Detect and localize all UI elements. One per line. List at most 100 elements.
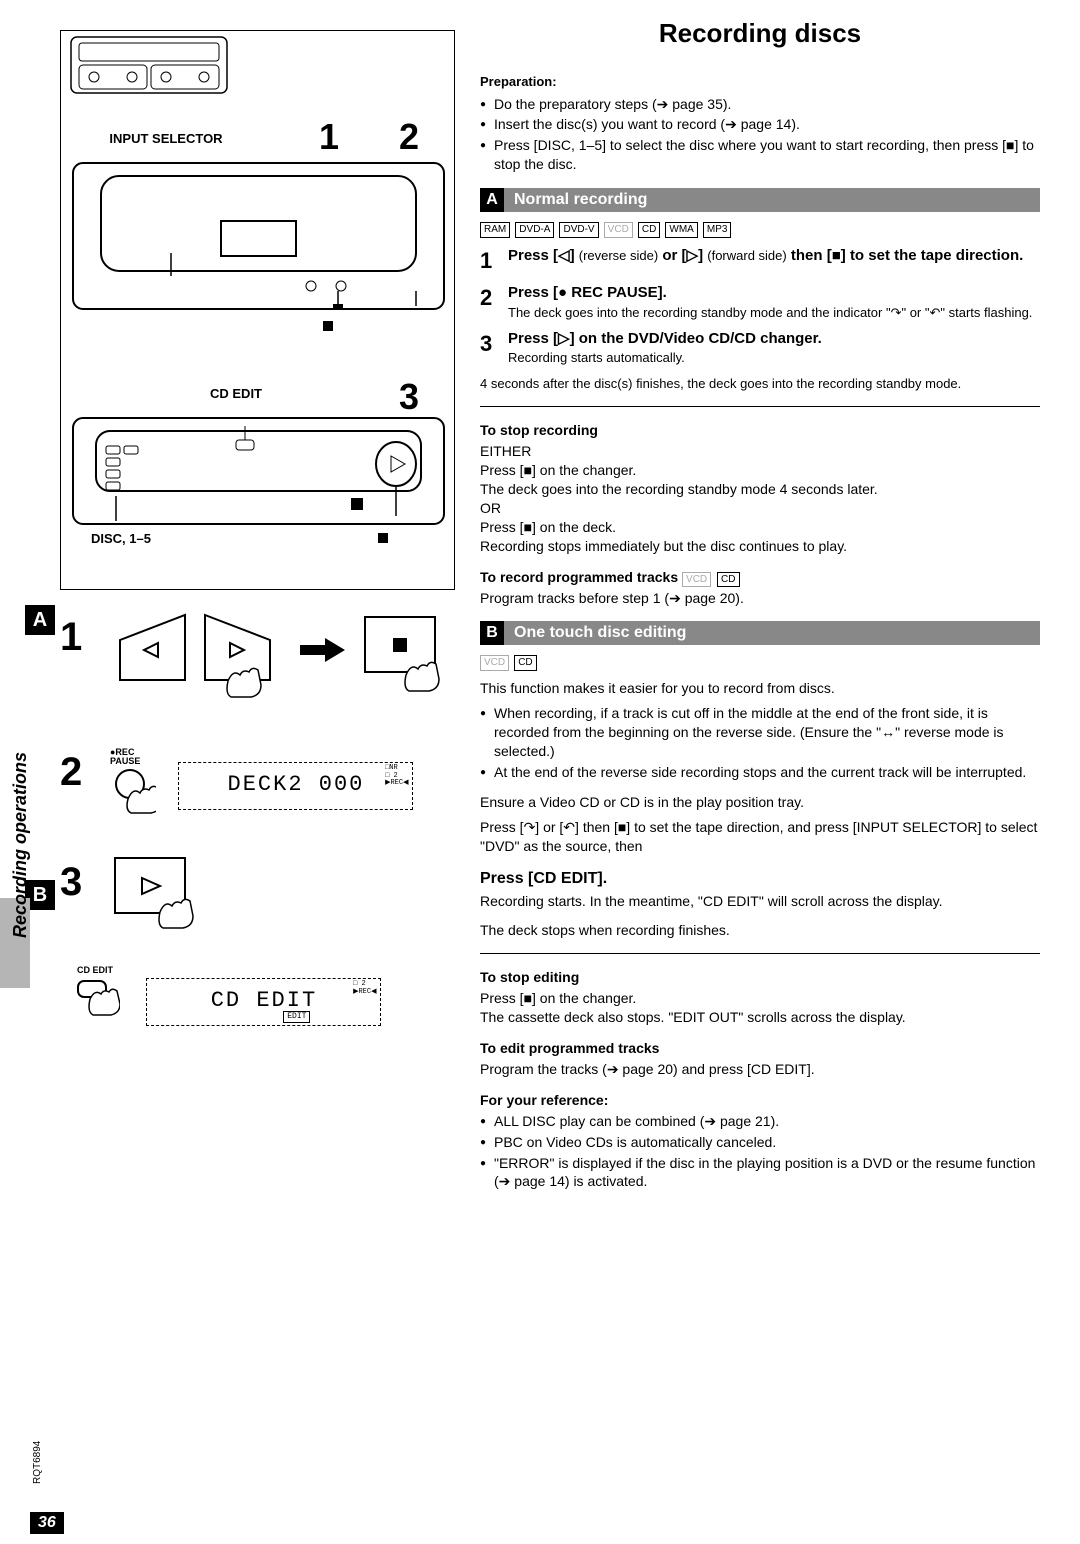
cd-edit-btn-label: CD EDIT — [70, 965, 120, 975]
b-bullet-list: When recording, if a track is cut off in… — [480, 704, 1040, 782]
instr-2-sub: The deck goes into the recording standby… — [508, 304, 1040, 322]
ref-bullet: ALL DISC play can be combined (➔ page 21… — [480, 1112, 1040, 1131]
formats-b: VCD CD — [480, 655, 1040, 671]
fmt-tag: MP3 — [703, 222, 732, 238]
rec-prog-head: To record programmed tracks — [480, 568, 678, 587]
post-step-note: 4 seconds after the disc(s) finishes, th… — [480, 375, 1040, 393]
stop-edit-line: The cassette deck also stops. "EDIT OUT"… — [480, 1008, 1040, 1027]
preparation-heading: Preparation: — [480, 73, 1040, 91]
ref-bullet: "ERROR" is displayed if the disc in the … — [480, 1154, 1040, 1192]
doc-code: RQT6894 — [32, 1441, 43, 1484]
callout-1: 1 — [319, 116, 339, 158]
instr-1-line: Press [◁] (reverse side) or [▷] (forward… — [508, 247, 1023, 264]
prep-item: Insert the disc(s) you want to record (➔… — [480, 115, 1040, 134]
press-cdedit-head: Press [CD EDIT]. — [480, 868, 1040, 890]
section-b-box: B — [480, 621, 504, 645]
right-column: Preparation: Do the preparatory steps (➔… — [480, 73, 1040, 1203]
ref-head: For your reference: — [480, 1091, 1040, 1110]
fmt-tag: CD — [514, 655, 536, 671]
fmt-tag: DVD-A — [515, 222, 554, 238]
display-b: CD EDIT □ 2▶REC◀ EDIT — [146, 978, 381, 1026]
ref-bullet: PBC on Video CDs is automatically cancel… — [480, 1133, 1040, 1152]
section-b-bar: B One touch disc editing — [480, 621, 1040, 645]
b-press-dir: Press [↷] or [↶] then [■] to set the tap… — [480, 818, 1040, 856]
instr-1-pb: (forward side) — [707, 248, 786, 263]
stop-icon — [321, 319, 335, 333]
b-bullet: When recording, if a track is cut off in… — [480, 704, 1040, 761]
step-a1: 1 — [60, 605, 460, 720]
fmt-tag: VCD — [480, 655, 509, 671]
section-b-title: One touch disc editing — [504, 621, 686, 645]
preparation-list: Do the preparatory steps (➔ page 35). In… — [480, 95, 1040, 175]
cassette-panel-icon — [71, 161, 446, 311]
fmt-tag: CD — [638, 222, 660, 238]
rec-pause-label: ●RECPAUSE — [110, 748, 156, 766]
play-button-icon — [110, 850, 200, 940]
instr-step-3: 3 Press [▷] on the DVD/Video CD/CD chang… — [480, 329, 1040, 367]
instr-1-b: then [■] to set the tape direction. — [791, 247, 1023, 264]
b-ensure: Ensure a Video CD or CD is in the play p… — [480, 793, 1040, 812]
b-bullet: At the end of the reverse side recording… — [480, 763, 1040, 782]
prep-item: Press [DISC, 1–5] to select the disc whe… — [480, 136, 1040, 174]
step-a1-num: 1 — [60, 615, 82, 660]
input-selector-label: INPUT SELECTOR — [101, 131, 231, 146]
edit-prog-head: To edit programmed tracks — [480, 1039, 1040, 1058]
prep-item: Do the preparatory steps (➔ page 35). — [480, 95, 1040, 114]
stop-rec-line: Recording stops immediately but the disc… — [480, 537, 1040, 556]
instr-1-pa: (reverse side) — [579, 248, 658, 263]
fmt-tag: CD — [717, 572, 739, 588]
ref-bullet-list: ALL DISC play can be combined (➔ page 21… — [480, 1112, 1040, 1192]
edit-prog-body: Program the tracks (➔ page 20) and press… — [480, 1060, 1040, 1079]
stop-rec-line: Press [■] on the changer. — [480, 461, 1040, 480]
b-stops: The deck stops when recording finishes. — [480, 921, 1040, 940]
instr-1-num: 1 — [480, 246, 508, 276]
stop-rec-line: Press [■] on the deck. — [480, 518, 1040, 537]
stop-recording-head: To stop recording — [480, 421, 1040, 440]
stop-rec-line: The deck goes into the recording standby… — [480, 480, 1040, 499]
separator — [480, 406, 1040, 407]
page-number: 36 — [30, 1512, 64, 1534]
stop-rec-line: OR — [480, 499, 1040, 518]
instr-3-sub: Recording starts automatically. — [508, 349, 1040, 367]
left-column: INPUT SELECTOR 1 2 CD EDIT 3 — [60, 30, 460, 1075]
b-intro: This function makes it easier for you to… — [480, 679, 1040, 698]
rec-prog-body: Program tracks before step 1 (➔ page 20)… — [480, 589, 1040, 608]
instr-2-num: 2 — [480, 283, 508, 321]
stereo-top-icon — [69, 35, 229, 95]
display-a2-indicators: □NR□ 2▶REC◀ — [385, 765, 408, 788]
instr-step-2: 2 Press [● REC PAUSE]. The deck goes int… — [480, 283, 1040, 321]
device-diagram: INPUT SELECTOR 1 2 CD EDIT 3 — [60, 30, 455, 590]
instr-1-a: Press [◁] — [508, 247, 575, 264]
stop-rec-line: EITHER — [480, 442, 1040, 461]
instr-2-main: Press [● REC PAUSE]. — [508, 283, 1040, 303]
page-title: Recording discs — [480, 18, 1040, 49]
instr-1-mid: or [▷] — [662, 247, 703, 264]
callout-3: 3 — [399, 376, 419, 418]
stop-edit-line: Press [■] on the changer. — [480, 989, 1040, 1008]
block-a-badge: A — [25, 605, 55, 635]
steps-a-block: A 1 — [60, 605, 460, 1055]
stop-edit-head: To stop editing — [480, 968, 1040, 987]
step-a1-buttons-icon — [110, 605, 440, 705]
step-a3-num: 3 — [60, 860, 82, 905]
section-a-title: Normal recording — [504, 188, 647, 212]
step-a2: 2 ●RECPAUSE DECK2 000 □NR□ 2▶REC◀ — [60, 740, 460, 830]
stop-icon-2 — [376, 531, 390, 545]
separator-2 — [480, 953, 1040, 954]
fmt-tag: VCD — [682, 572, 711, 588]
callout-2: 2 — [399, 116, 419, 158]
cd-edit-label: CD EDIT — [196, 386, 276, 401]
display-b-indicators: □ 2▶REC◀ — [353, 981, 376, 996]
formats-a: RAM DVD-A DVD-V VCD CD WMA MP3 — [480, 222, 1040, 238]
cd-changer-panel-icon — [71, 416, 446, 526]
display-b-text: CD EDIT — [211, 988, 317, 1013]
step-a2-num: 2 — [60, 750, 82, 795]
section-a-bar: A Normal recording — [480, 188, 1040, 212]
side-section-label: Recording operations — [10, 752, 31, 938]
edit-badge: EDIT — [283, 1011, 310, 1023]
rec-pause-button-icon — [110, 769, 156, 819]
step-a3: 3 — [60, 850, 460, 945]
fmt-tag: RAM — [480, 222, 510, 238]
display-a2-text: DECK2 000 — [228, 772, 365, 797]
instr-3-main: Press [▷] on the DVD/Video CD/CD changer… — [508, 329, 1040, 349]
